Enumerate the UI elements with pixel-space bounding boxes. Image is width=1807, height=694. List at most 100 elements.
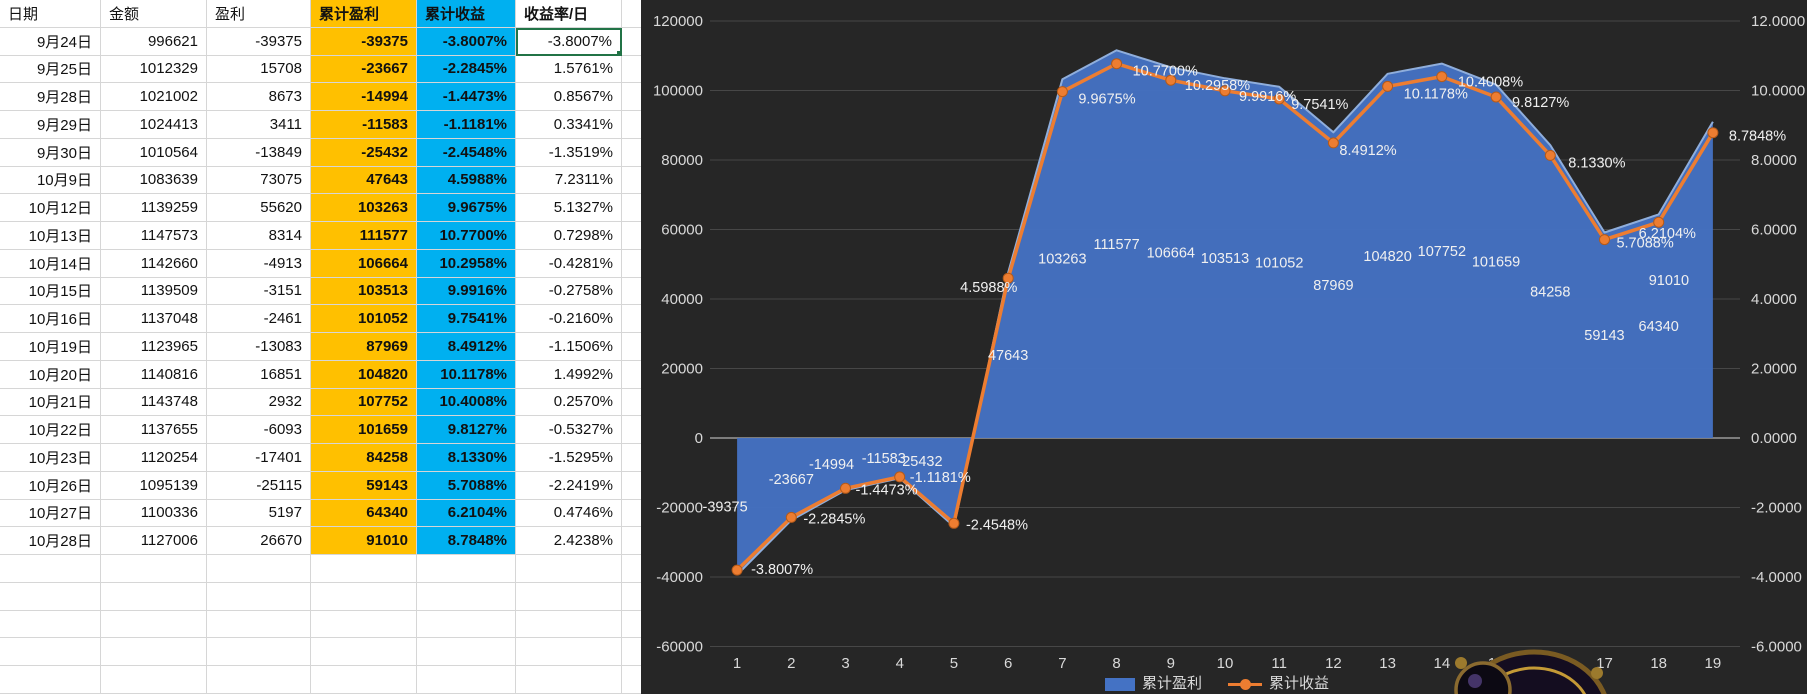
table-cell-empty[interactable] — [207, 555, 311, 583]
table-cell-daily-return-rate[interactable]: -1.5295% — [516, 444, 622, 472]
line-series-marker[interactable] — [1653, 216, 1665, 228]
table-cell-profit[interactable]: -6093 — [207, 416, 311, 444]
line-series-marker[interactable] — [894, 471, 906, 483]
table-cell-profit[interactable]: 15708 — [207, 55, 311, 84]
table-cell-cumulative-return[interactable]: 9.7541% — [417, 305, 516, 333]
table-cell-daily-return-rate[interactable]: 0.2570% — [516, 388, 622, 417]
table-cell-date[interactable]: 10月23日 — [0, 444, 101, 472]
table-cell-cumulative-profit[interactable]: -11583 — [311, 111, 417, 139]
table-cell-profit[interactable]: 16851 — [207, 360, 311, 389]
table-cell-cumulative-profit[interactable]: -25432 — [311, 138, 417, 167]
table-cell-amount[interactable]: 1012329 — [101, 55, 207, 84]
table-cell-cumulative-profit[interactable]: 107752 — [311, 388, 417, 417]
table-cell-cumulative-profit[interactable]: -14994 — [311, 83, 417, 111]
line-series-marker[interactable] — [1599, 234, 1610, 246]
table-cell-cumulative-return[interactable]: 9.8127% — [417, 416, 516, 444]
column-header-date[interactable]: 日期 — [0, 0, 101, 28]
table-cell-amount[interactable]: 1139509 — [101, 277, 207, 306]
line-series-marker[interactable] — [1490, 91, 1502, 103]
column-header-cumulative-profit[interactable]: 累计盈利 — [311, 0, 417, 28]
table-cell-cumulative-profit[interactable]: 101659 — [311, 416, 417, 444]
table-cell-empty[interactable] — [516, 638, 622, 666]
table-cell-profit[interactable]: 5197 — [207, 499, 311, 528]
table-cell-empty[interactable] — [311, 666, 417, 694]
table-cell-amount[interactable]: 1139259 — [101, 194, 207, 222]
table-cell-date[interactable]: 10月19日 — [0, 333, 101, 361]
table-cell-amount[interactable]: 1095139 — [101, 471, 207, 500]
table-cell-daily-return-rate[interactable]: -0.2758% — [516, 277, 622, 306]
table-cell-daily-return-rate[interactable]: 1.4992% — [516, 360, 622, 389]
table-cell-amount[interactable]: 1024413 — [101, 111, 207, 139]
table-cell-cumulative-return[interactable]: -2.2845% — [417, 55, 516, 84]
table-cell-daily-return-rate[interactable]: 0.3341% — [516, 111, 622, 139]
line-series-marker[interactable] — [1111, 58, 1123, 70]
table-cell-date[interactable]: 10月14日 — [0, 249, 101, 278]
table-cell-cumulative-return[interactable]: 10.4008% — [417, 388, 516, 417]
table-cell-cumulative-return[interactable]: 6.2104% — [417, 499, 516, 528]
table-cell-empty[interactable] — [207, 582, 311, 611]
table-cell-daily-return-rate[interactable]: 7.2311% — [516, 166, 622, 195]
table-cell-empty[interactable] — [101, 610, 207, 639]
table-cell-empty[interactable] — [0, 610, 101, 639]
table-cell-daily-return-rate[interactable]: 0.7298% — [516, 222, 622, 250]
table-cell-date[interactable]: 9月28日 — [0, 83, 101, 111]
table-cell-profit[interactable]: -3151 — [207, 277, 311, 306]
table-cell-profit[interactable]: 3411 — [207, 111, 311, 139]
table-cell-cumulative-profit[interactable]: 84258 — [311, 444, 417, 472]
table-cell-amount[interactable]: 1137655 — [101, 416, 207, 444]
table-cell-cumulative-profit[interactable]: 103263 — [311, 194, 417, 222]
column-header-amount[interactable]: 金额 — [101, 0, 207, 28]
table-cell-profit[interactable]: -25115 — [207, 471, 311, 500]
table-cell-date[interactable]: 10月26日 — [0, 471, 101, 500]
table-cell-daily-return-rate[interactable]: -0.4281% — [516, 249, 622, 278]
table-cell-amount[interactable]: 1127006 — [101, 527, 207, 555]
table-cell-date[interactable]: 9月30日 — [0, 138, 101, 167]
table-cell-empty[interactable] — [311, 555, 417, 583]
table-cell-profit[interactable]: -4913 — [207, 249, 311, 278]
table-cell-date[interactable]: 10月27日 — [0, 499, 101, 528]
table-cell-empty[interactable] — [516, 610, 622, 639]
table-cell-profit[interactable]: 8314 — [207, 222, 311, 250]
table-cell-cumulative-profit[interactable]: 47643 — [311, 166, 417, 195]
table-cell-daily-return-rate[interactable]: 0.8567% — [516, 83, 622, 111]
table-cell-amount[interactable]: 996621 — [101, 27, 207, 56]
table-cell-date[interactable]: 9月24日 — [0, 27, 101, 56]
table-cell-cumulative-profit[interactable]: 101052 — [311, 305, 417, 333]
table-cell-empty[interactable] — [0, 666, 101, 694]
area-series[interactable] — [737, 50, 1713, 575]
table-cell-empty[interactable] — [207, 610, 311, 639]
table-cell-daily-return-rate[interactable]: -2.2419% — [516, 471, 622, 500]
table-cell-date[interactable]: 10月13日 — [0, 222, 101, 250]
column-header-daily-return-rate[interactable]: 收益率/日 — [516, 0, 622, 28]
table-cell-daily-return-rate[interactable]: 1.5761% — [516, 55, 622, 84]
table-cell-profit[interactable]: -2461 — [207, 305, 311, 333]
table-cell-empty[interactable] — [417, 555, 516, 583]
table-cell-empty[interactable] — [0, 638, 101, 666]
table-cell-amount[interactable]: 1120254 — [101, 444, 207, 472]
table-cell-cumulative-profit[interactable]: 91010 — [311, 527, 417, 555]
table-cell-cumulative-profit[interactable]: -23667 — [311, 55, 417, 84]
table-cell-empty[interactable] — [207, 638, 311, 666]
legend-item-cumulative-profit[interactable]: 累计盈利 — [1105, 675, 1202, 693]
line-series-marker[interactable] — [785, 511, 797, 523]
column-header-profit[interactable]: 盈利 — [207, 0, 311, 28]
table-cell-date[interactable]: 9月29日 — [0, 111, 101, 139]
table-cell-daily-return-rate[interactable]: 2.4238% — [516, 527, 622, 555]
table-cell-amount[interactable]: 1083639 — [101, 166, 207, 195]
table-cell-amount[interactable]: 1137048 — [101, 305, 207, 333]
table-cell-profit[interactable]: 73075 — [207, 166, 311, 195]
legend-item-cumulative-return[interactable]: 累计收益 — [1228, 675, 1329, 693]
table-cell-cumulative-return[interactable]: -1.1181% — [417, 111, 516, 139]
table-cell-empty[interactable] — [101, 555, 207, 583]
table-cell-empty[interactable] — [417, 638, 516, 666]
table-cell-date[interactable]: 10月28日 — [0, 527, 101, 555]
line-series-marker[interactable] — [1273, 93, 1285, 105]
table-cell-amount[interactable]: 1010564 — [101, 138, 207, 167]
line-series-marker[interactable] — [1382, 80, 1394, 92]
selected-cell[interactable]: -3.8007% — [516, 27, 622, 56]
table-cell-empty[interactable] — [417, 610, 516, 639]
table-cell-amount[interactable]: 1143748 — [101, 388, 207, 417]
table-cell-daily-return-rate[interactable]: -0.2160% — [516, 305, 622, 333]
line-series-marker[interactable] — [1436, 71, 1448, 83]
